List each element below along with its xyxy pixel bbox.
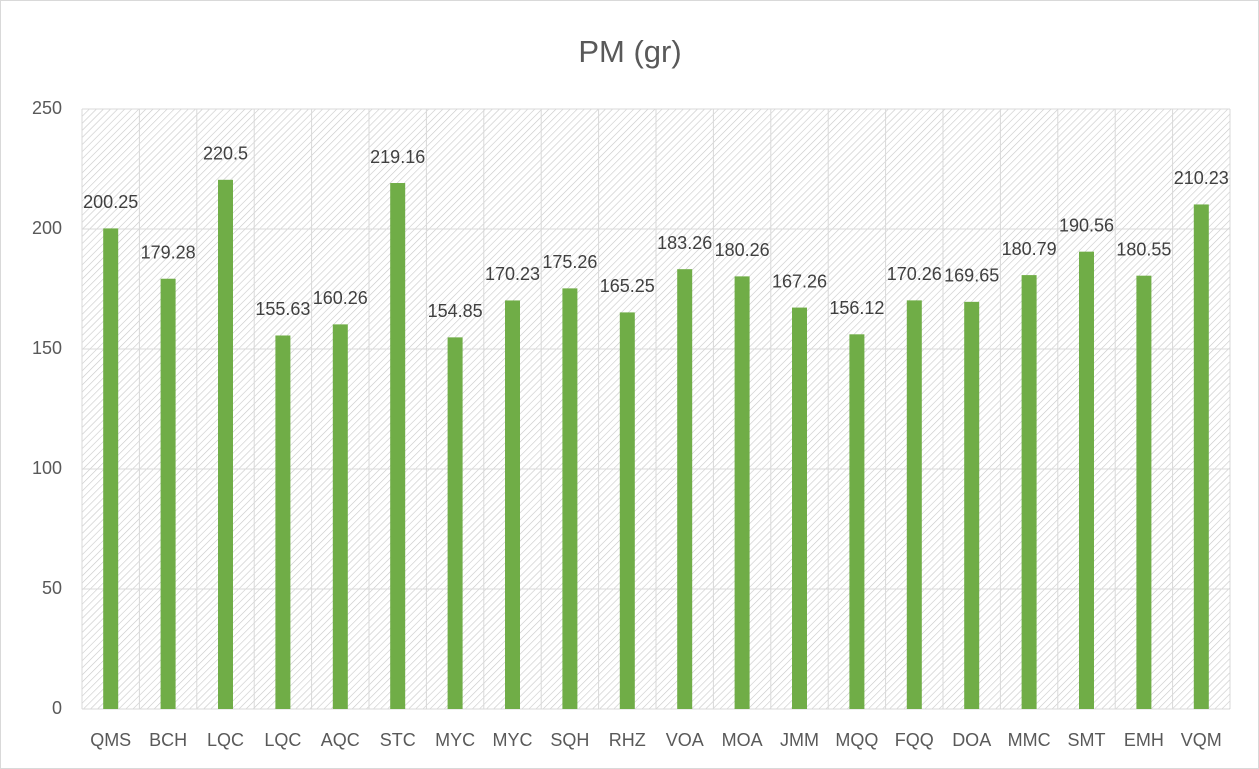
bar: [792, 307, 807, 709]
bar: [505, 300, 520, 709]
data-label: 180.79: [1002, 239, 1057, 259]
bar: [1136, 275, 1152, 709]
y-tick-label: 250: [32, 98, 62, 118]
x-tick-label: QMS: [90, 730, 131, 750]
data-label: 167.26: [772, 271, 827, 291]
y-tick-label: 150: [32, 338, 62, 358]
x-tick-label: VOA: [666, 730, 704, 750]
data-label: 190.56: [1059, 215, 1114, 235]
bar: [103, 228, 119, 709]
bar: [218, 179, 233, 710]
x-tick-label: STC: [380, 730, 416, 750]
data-label: 154.85: [428, 301, 483, 321]
data-label: 160.26: [313, 288, 368, 308]
bar: [964, 301, 980, 709]
bar: [1079, 251, 1094, 709]
data-label: 183.26: [657, 233, 712, 253]
bar: [619, 312, 635, 709]
data-label: 156.12: [829, 298, 884, 318]
bar: [332, 324, 348, 709]
data-label: 170.23: [485, 264, 540, 284]
y-tick-label: 50: [42, 578, 62, 598]
data-label: 219.16: [370, 147, 425, 167]
data-label: 179.28: [141, 242, 196, 262]
x-tick-label: JMM: [780, 730, 819, 750]
bar: [447, 337, 463, 709]
y-tick-label: 100: [32, 458, 62, 478]
data-label: 220.5: [203, 144, 248, 164]
x-tick-label: VQM: [1181, 730, 1222, 750]
x-tick-label: EMH: [1124, 730, 1164, 750]
data-label: 169.65: [944, 266, 999, 286]
data-label: 180.26: [715, 240, 770, 260]
x-tick-label: FQQ: [895, 730, 934, 750]
y-tick-label: 200: [32, 218, 62, 238]
x-tick-label: MYC: [435, 730, 475, 750]
bar: [849, 334, 865, 709]
x-tick-label: SMT: [1068, 730, 1106, 750]
data-label: 210.23: [1174, 168, 1229, 188]
data-label: 165.25: [600, 276, 655, 296]
bar: [677, 269, 693, 709]
x-tick-label: BCH: [149, 730, 187, 750]
x-tick-label: SQH: [550, 730, 589, 750]
data-label: 170.26: [887, 264, 942, 284]
x-tick-label: LQC: [264, 730, 301, 750]
x-tick-label: MMC: [1008, 730, 1051, 750]
bar: [390, 183, 406, 710]
bar: [275, 335, 291, 709]
x-tick-label: MYC: [493, 730, 533, 750]
x-tick-label: RHZ: [609, 730, 646, 750]
data-label: 180.55: [1116, 239, 1171, 259]
data-label: 175.26: [542, 252, 597, 272]
bar: [734, 276, 750, 709]
bar: [562, 288, 578, 709]
bar: [906, 300, 922, 709]
bar: [160, 278, 176, 709]
data-label: 200.25: [83, 192, 138, 212]
y-tick-label: 0: [52, 698, 62, 718]
x-tick-label: DOA: [952, 730, 991, 750]
x-tick-label: MOA: [722, 730, 763, 750]
bar: [1193, 204, 1209, 709]
data-label: 155.63: [255, 299, 310, 319]
chart-title: PM (gr): [578, 34, 681, 69]
bar: [1021, 275, 1037, 709]
x-tick-label: AQC: [321, 730, 360, 750]
x-tick-label: LQC: [207, 730, 244, 750]
x-tick-label: MQQ: [835, 730, 878, 750]
